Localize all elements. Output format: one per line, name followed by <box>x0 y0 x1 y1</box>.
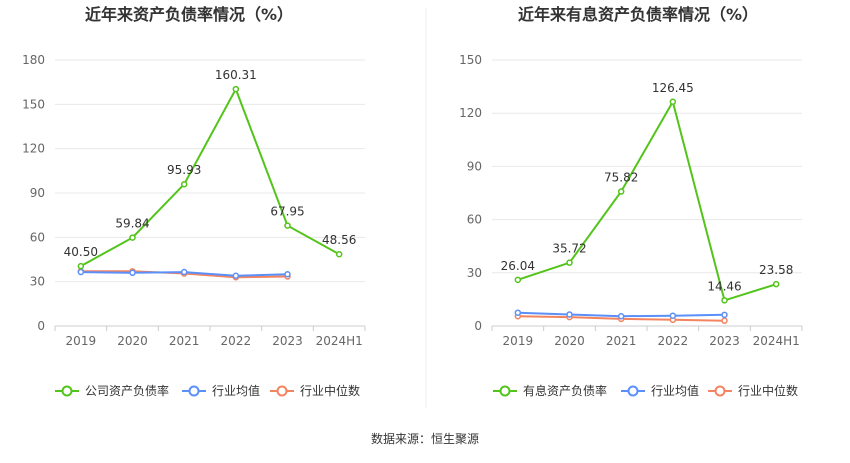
data-point[interactable] <box>284 271 291 278</box>
x-tick-label: 2024H1 <box>753 334 800 348</box>
data-point[interactable] <box>514 276 522 284</box>
data-point[interactable] <box>566 311 573 318</box>
data-point[interactable] <box>566 259 573 266</box>
y-tick-label: 90 <box>30 186 45 200</box>
data-point[interactable] <box>180 268 188 276</box>
legend-item-2[interactable]: 行业中位数 <box>270 383 360 398</box>
data-point[interactable] <box>232 85 240 93</box>
legend-marker-icon <box>627 385 639 397</box>
legend-label: 有息资产负债率 <box>523 383 607 398</box>
legend-marker-icon <box>276 385 288 397</box>
y-tick-label: 0 <box>474 319 482 333</box>
data-label: 160.31 <box>215 68 257 82</box>
data-label: 40.50 <box>64 245 98 259</box>
data-label: 75.82 <box>604 171 638 185</box>
y-tick-label: 30 <box>30 275 45 289</box>
data-point[interactable] <box>617 312 625 320</box>
data-point[interactable] <box>180 180 188 188</box>
data-point[interactable] <box>129 269 136 277</box>
x-tick-label: 2022 <box>221 334 252 348</box>
y-tick-label: 30 <box>467 266 482 280</box>
y-tick-label: 180 <box>22 53 45 67</box>
legend-marker-icon <box>499 385 511 397</box>
data-point[interactable] <box>669 98 677 106</box>
data-label: 59.84 <box>115 217 149 231</box>
legend-marker-icon <box>714 385 726 397</box>
legend-item-1[interactable]: 行业均值 <box>182 383 260 398</box>
data-point[interactable] <box>617 188 625 195</box>
data-label: 35.72 <box>552 242 586 256</box>
series-line-0 <box>80 86 340 267</box>
y-tick-label: 60 <box>467 213 482 227</box>
x-tick-label: 2022 <box>658 334 689 348</box>
y-tick-label: 60 <box>30 230 45 244</box>
data-point[interactable] <box>721 297 728 304</box>
x-tick-label: 2020 <box>117 334 148 348</box>
x-tick-label: 2020 <box>554 334 585 348</box>
data-label: 14.46 <box>707 279 741 293</box>
y-tick-label: 0 <box>37 319 45 333</box>
legend-marker-icon <box>61 385 73 397</box>
chart-panel-interest-debt-ratio: 近年来有息资产负债率情况（%） 0 30 60 90 120 150 2019 2020 2021… <box>459 5 803 398</box>
x-tick-label: 2021 <box>606 334 637 348</box>
chart-panel-debt-ratio: 近年来资产负债率情况（%） 0 30 60 90 120 150 180 2019 2020 202… <box>22 5 366 398</box>
legend-label: 行业中位数 <box>738 383 798 398</box>
legend-marker-icon <box>188 385 200 397</box>
data-point[interactable] <box>232 272 240 280</box>
y-tick-label: 150 <box>459 53 482 67</box>
legend-item-2[interactable]: 行业中位数 <box>708 383 798 398</box>
data-point[interactable] <box>77 268 85 276</box>
legend-label: 公司资产负债率 <box>85 383 169 398</box>
legend-label: 行业中位数 <box>300 383 360 398</box>
legend-item-0[interactable]: 有息资产负债率 <box>493 383 607 398</box>
y-tick-label: 120 <box>459 106 482 120</box>
legend-label: 行业均值 <box>651 383 699 398</box>
x-tick-label: 2021 <box>169 334 200 348</box>
data-point[interactable] <box>669 312 677 319</box>
data-label: 67.95 <box>270 205 304 219</box>
series-line-0 <box>517 99 777 302</box>
data-label: 23.58 <box>759 263 793 277</box>
x-tick-label: 2024H1 <box>316 334 363 348</box>
data-label: 95.93 <box>167 163 201 177</box>
x-tick-label: 2023 <box>709 334 740 348</box>
data-point[interactable] <box>77 262 85 270</box>
x-tick-label: 2023 <box>272 334 303 348</box>
y-tick-label: 90 <box>467 159 482 173</box>
legend-item-0[interactable]: 公司资产负债率 <box>55 383 169 398</box>
x-tick-label: 2019 <box>66 334 97 348</box>
data-label: 48.56 <box>322 233 356 247</box>
x-tick-label: 2019 <box>503 334 534 348</box>
data-point[interactable] <box>129 234 136 241</box>
source-note: 数据来源：恒生聚源 <box>371 431 479 446</box>
data-point[interactable] <box>772 280 780 288</box>
legend-item-1[interactable]: 行业均值 <box>621 383 699 398</box>
y-tick-label: 120 <box>22 142 45 156</box>
data-label: 126.45 <box>652 81 694 95</box>
chart-title: 近年来有息资产负债率情况（%） <box>518 5 758 24</box>
data-point[interactable] <box>335 250 343 258</box>
data-point[interactable] <box>514 309 522 316</box>
data-label: 26.04 <box>501 259 535 273</box>
data-point[interactable] <box>721 317 728 324</box>
data-point[interactable] <box>721 311 728 319</box>
y-tick-label: 150 <box>22 97 45 111</box>
chart-title: 近年来资产负债率情况（%） <box>85 5 293 24</box>
data-point[interactable] <box>284 222 291 229</box>
legend-label: 行业均值 <box>212 383 260 398</box>
